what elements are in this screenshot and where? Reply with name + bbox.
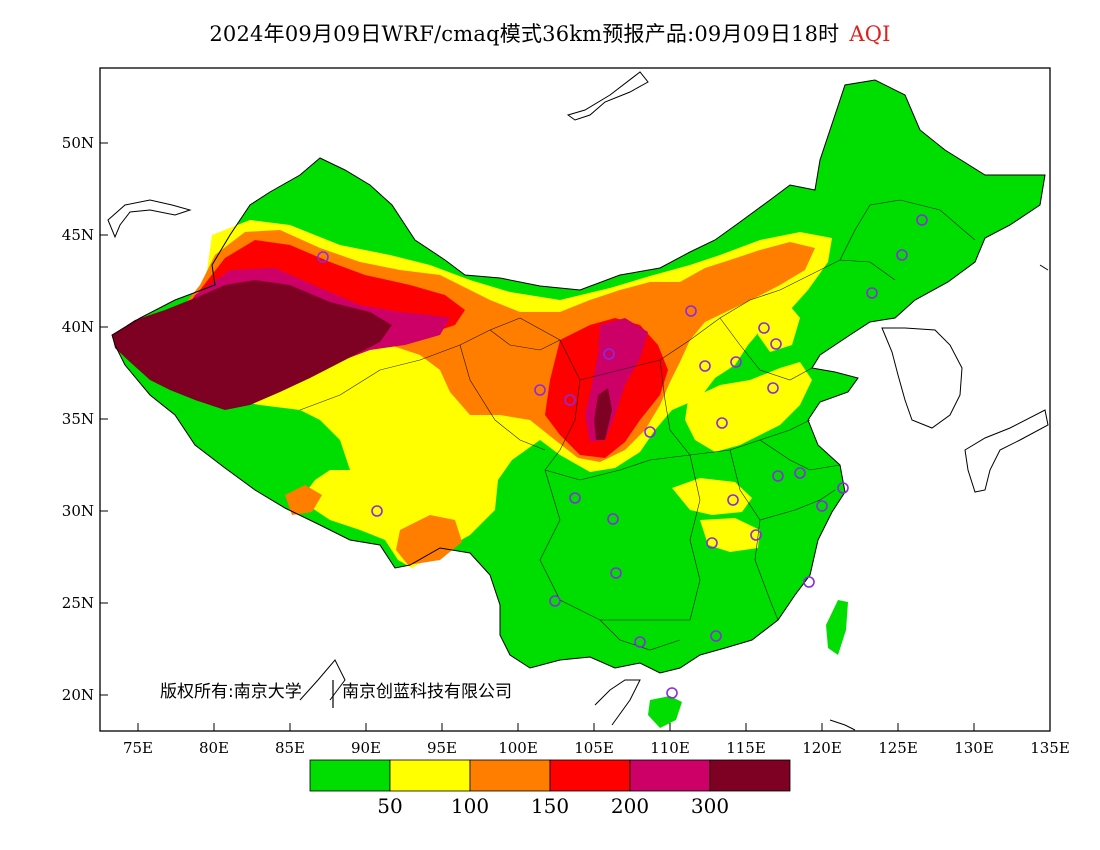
x-tick-label: 85E [275,739,305,757]
station-marker [750,529,762,541]
x-axis: 75E 80E 85E 90E 95E 100E 105E 110E 115E 120E 125E 1… [123,723,1070,757]
station-marker [716,417,728,429]
station-marker [837,482,849,494]
legend-swatch [309,759,391,792]
station-marker [770,338,782,350]
station-marker [371,505,383,517]
legend-swatch [469,759,551,792]
legend-swatch [629,759,711,792]
national-boundary [111,79,1046,674]
taiwan-island [826,600,848,655]
y-tick-label: 25N [62,594,94,612]
station-marker [794,467,806,479]
station-marker [685,305,697,317]
x-tick-label: 135E [1030,739,1070,757]
x-tick-label: 115E [726,739,766,757]
aqi-region-moderate-central [672,478,752,515]
aqi-region-moderate-hubei [700,518,760,552]
legend-swatch [549,759,631,792]
station-marker [569,492,581,504]
y-tick-label: 40N [62,318,94,336]
station-marker [727,494,739,506]
y-tick-label: 20N [62,686,94,704]
province-boundaries [299,199,976,651]
plot-frame [99,67,1051,732]
station-marker [706,537,718,549]
map-layers: 版权所有:南京大学 南京创蓝科技有限公司 [107,71,1049,731]
x-tick-label: 110E [650,739,690,757]
y-axis: 50N 45N 40N 35N 30N 25N 20N [62,134,108,704]
y-tick-label: 35N [62,410,94,428]
hainan-island [648,696,682,728]
station-marker [666,687,678,699]
aqi-region-hazardous-central [594,388,612,440]
aqi-region-moderate-hebei [758,300,800,352]
title-variable: AQI [849,22,891,46]
station-marker [603,348,615,360]
y-tick-label: 30N [62,502,94,520]
aqi-region-usg-tibet-west [285,485,322,515]
station-marker [730,356,742,368]
legend-label: 200 [611,794,649,818]
station-marker [916,214,928,226]
coastlines [107,71,1049,731]
legend-swatch [709,759,791,792]
y-tick-label: 50N [62,134,94,152]
copyright-suffix: 南京创蓝科技有限公司 [342,682,512,702]
aqi-region-hazardous [112,280,392,410]
copyright-prefix: 版权所有:南京大学 [160,682,302,702]
x-tick-label: 100E [498,739,538,757]
x-tick-label: 120E [802,739,842,757]
title-text: 2024年09月09日WRF/cmaq模式36km预报产品:09月09日18时 [209,22,840,46]
station-marker [767,382,779,394]
legend-label: 300 [691,794,729,818]
station-marker [710,630,722,642]
station-marker [644,426,656,438]
x-tick-label: 80E [199,739,229,757]
x-tick-label: 75E [123,739,153,757]
station-marker [634,636,646,648]
station-marker [549,595,561,607]
x-tick-label: 90E [351,739,381,757]
station-marker [699,360,711,372]
station-marker [896,249,908,261]
aqi-region-moderate-east [685,362,812,452]
station-marker [564,394,576,406]
station-markers [317,214,928,699]
aqi-region-usg-tibet [396,515,462,565]
legend-label: 100 [451,794,489,818]
station-marker [317,251,329,263]
y-tick-label: 45N [62,226,94,244]
station-marker [866,287,878,299]
station-marker [534,384,546,396]
x-tick-label: 105E [574,739,614,757]
x-tick-label: 130E [954,739,994,757]
station-marker [758,322,770,334]
map-title: 2024年09月09日WRF/cmaq模式36km预报产品:09月09日18时 A… [0,18,1100,48]
station-marker [607,513,619,525]
station-marker [803,576,815,588]
legend: 50 100 150 200 300 [309,759,791,818]
legend-label: 50 [377,794,402,818]
legend-swatch [389,759,471,792]
station-marker [610,567,622,579]
legend-label: 150 [531,794,569,818]
x-tick-label: 125E [878,739,918,757]
x-tick-label: 95E [427,739,457,757]
station-marker [816,500,828,512]
station-marker [772,470,784,482]
